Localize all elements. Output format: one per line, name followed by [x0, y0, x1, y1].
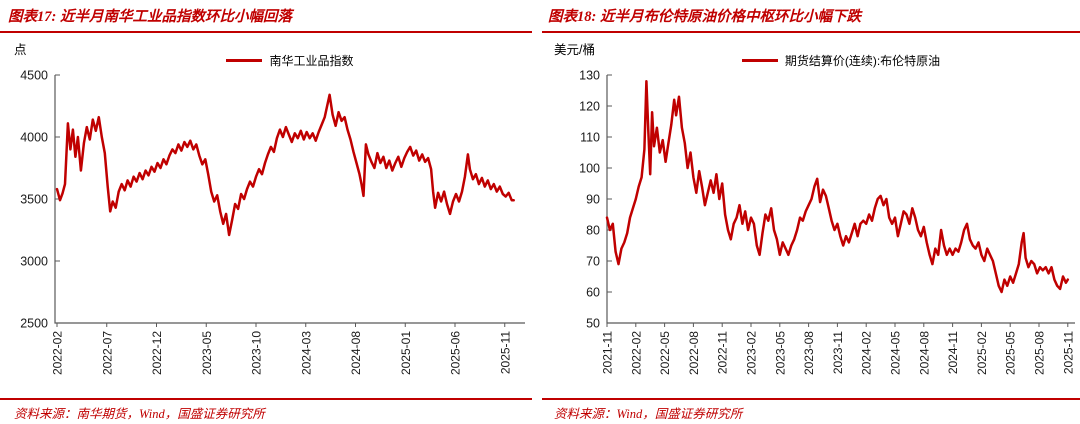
x-axis-tick-label: 2022-07 — [100, 331, 114, 375]
x-axis-tick-label: 2024-11 — [946, 331, 960, 374]
y-axis-tick-label: 80 — [586, 224, 600, 238]
data-series-line — [605, 79, 1070, 294]
source-divider — [0, 398, 532, 400]
x-axis-tick-label: 2022-05 — [658, 331, 672, 375]
y-axis-tick-label: 3000 — [20, 255, 48, 269]
data-series-line — [55, 93, 515, 237]
source-divider — [542, 398, 1080, 400]
title-divider — [542, 31, 1080, 33]
x-axis-tick-label: 2024-03 — [299, 331, 313, 375]
x-axis-tick-label: 2024-08 — [349, 331, 363, 375]
source-note: 资料来源：南华期货，Wind，国盛证券研究所 — [14, 407, 265, 421]
legend-label: 南华工业品指数 — [269, 53, 354, 68]
x-axis-tick-label: 2023-08 — [802, 331, 816, 375]
figure-title: 图表17: 近半月南华工业品指数环比小幅回落 — [8, 9, 292, 25]
y-axis-tick-label: 2500 — [20, 317, 48, 331]
legend-label: 期货结算价(连续):布伦特原油 — [784, 53, 941, 68]
y-axis-tick-label: 60 — [586, 286, 600, 300]
x-axis-tick-label: 2022-02 — [629, 331, 643, 375]
x-axis-tick-label: 2024-05 — [889, 331, 903, 375]
title-divider — [0, 31, 532, 33]
x-axis-tick-label: 2024-02 — [860, 331, 874, 375]
line-chart-plot-17: 2500 3000 3500 4000 4500 2022-02 2022-07 2022-1… — [20, 69, 525, 375]
x-axis-tick-label: 2022-02 — [51, 331, 65, 375]
legend-line-swatch — [741, 58, 778, 62]
y-axis-tick-label: 3500 — [20, 193, 48, 207]
x-axis-tick-label: 2023-11 — [831, 331, 845, 374]
legend-line-swatch — [226, 58, 263, 62]
x-axis-tick-label: 2021-11 — [601, 331, 615, 374]
y-axis-tick-label: 120 — [579, 100, 600, 114]
x-axis-tick-label: 2025-05 — [1004, 331, 1018, 375]
figure-title: 图表18: 近半月布伦特原油价格中枢环比小幅下跌 — [548, 9, 861, 25]
x-axis-tick-label: 2025-06 — [449, 331, 463, 375]
x-axis-tick-label: 2022-08 — [687, 331, 701, 375]
y-axis-tick-label: 100 — [579, 162, 600, 176]
figure-18-panel: 图表18: 近半月布伦特原油价格中枢环比小幅下跌 美元/桶 期货结算价(连续):… — [540, 0, 1080, 424]
y-axis-tick-label: 70 — [586, 255, 600, 269]
x-axis-tick-label: 2022-11 — [716, 331, 730, 374]
line-chart-plot-18: 50 60 70 80 90 100 110 120 130 2021-11 2022-02 2022… — [579, 69, 1075, 376]
y-axis-tick-label: 4500 — [20, 69, 48, 83]
x-axis-tick-label: 2023-05 — [773, 331, 787, 375]
y-axis-tick-label: 110 — [580, 131, 600, 145]
x-axis-tick-label: 2025-08 — [1033, 331, 1047, 375]
y-axis-tick-label: 4000 — [20, 131, 48, 145]
x-axis-tick-label: 2023-02 — [745, 331, 759, 375]
x-axis-tick-label: 2022-12 — [150, 331, 164, 375]
legend: 南华工业品指数 — [55, 52, 525, 68]
y-axis-unit-label: 美元/桶 — [554, 43, 595, 57]
figure-17-panel: 图表17: 近半月南华工业品指数环比小幅回落 点 南华工业品指数 2500 300… — [0, 9, 532, 421]
x-axis-tick-label: 2025-11 — [498, 331, 512, 374]
y-axis-tick-label: 130 — [579, 69, 600, 83]
source-note: 资料来源：Wind，国盛证券研究所 — [554, 407, 743, 421]
x-axis-tick-label: 2025-01 — [399, 331, 413, 375]
y-axis-tick-label: 90 — [586, 193, 600, 207]
x-axis-tick-label: 2023-05 — [200, 331, 214, 375]
x-axis-tick-label: 2025-02 — [975, 331, 989, 375]
x-axis-tick-label: 2023-10 — [250, 331, 264, 375]
legend: 期货结算价(连续):布伦特原油 — [607, 52, 1075, 68]
x-axis-tick-label: 2025-11 — [1061, 331, 1075, 374]
x-axis-tick-label: 2024-08 — [917, 331, 931, 375]
y-axis-tick-label: 50 — [586, 317, 600, 331]
y-axis-unit-label: 点 — [14, 43, 27, 57]
